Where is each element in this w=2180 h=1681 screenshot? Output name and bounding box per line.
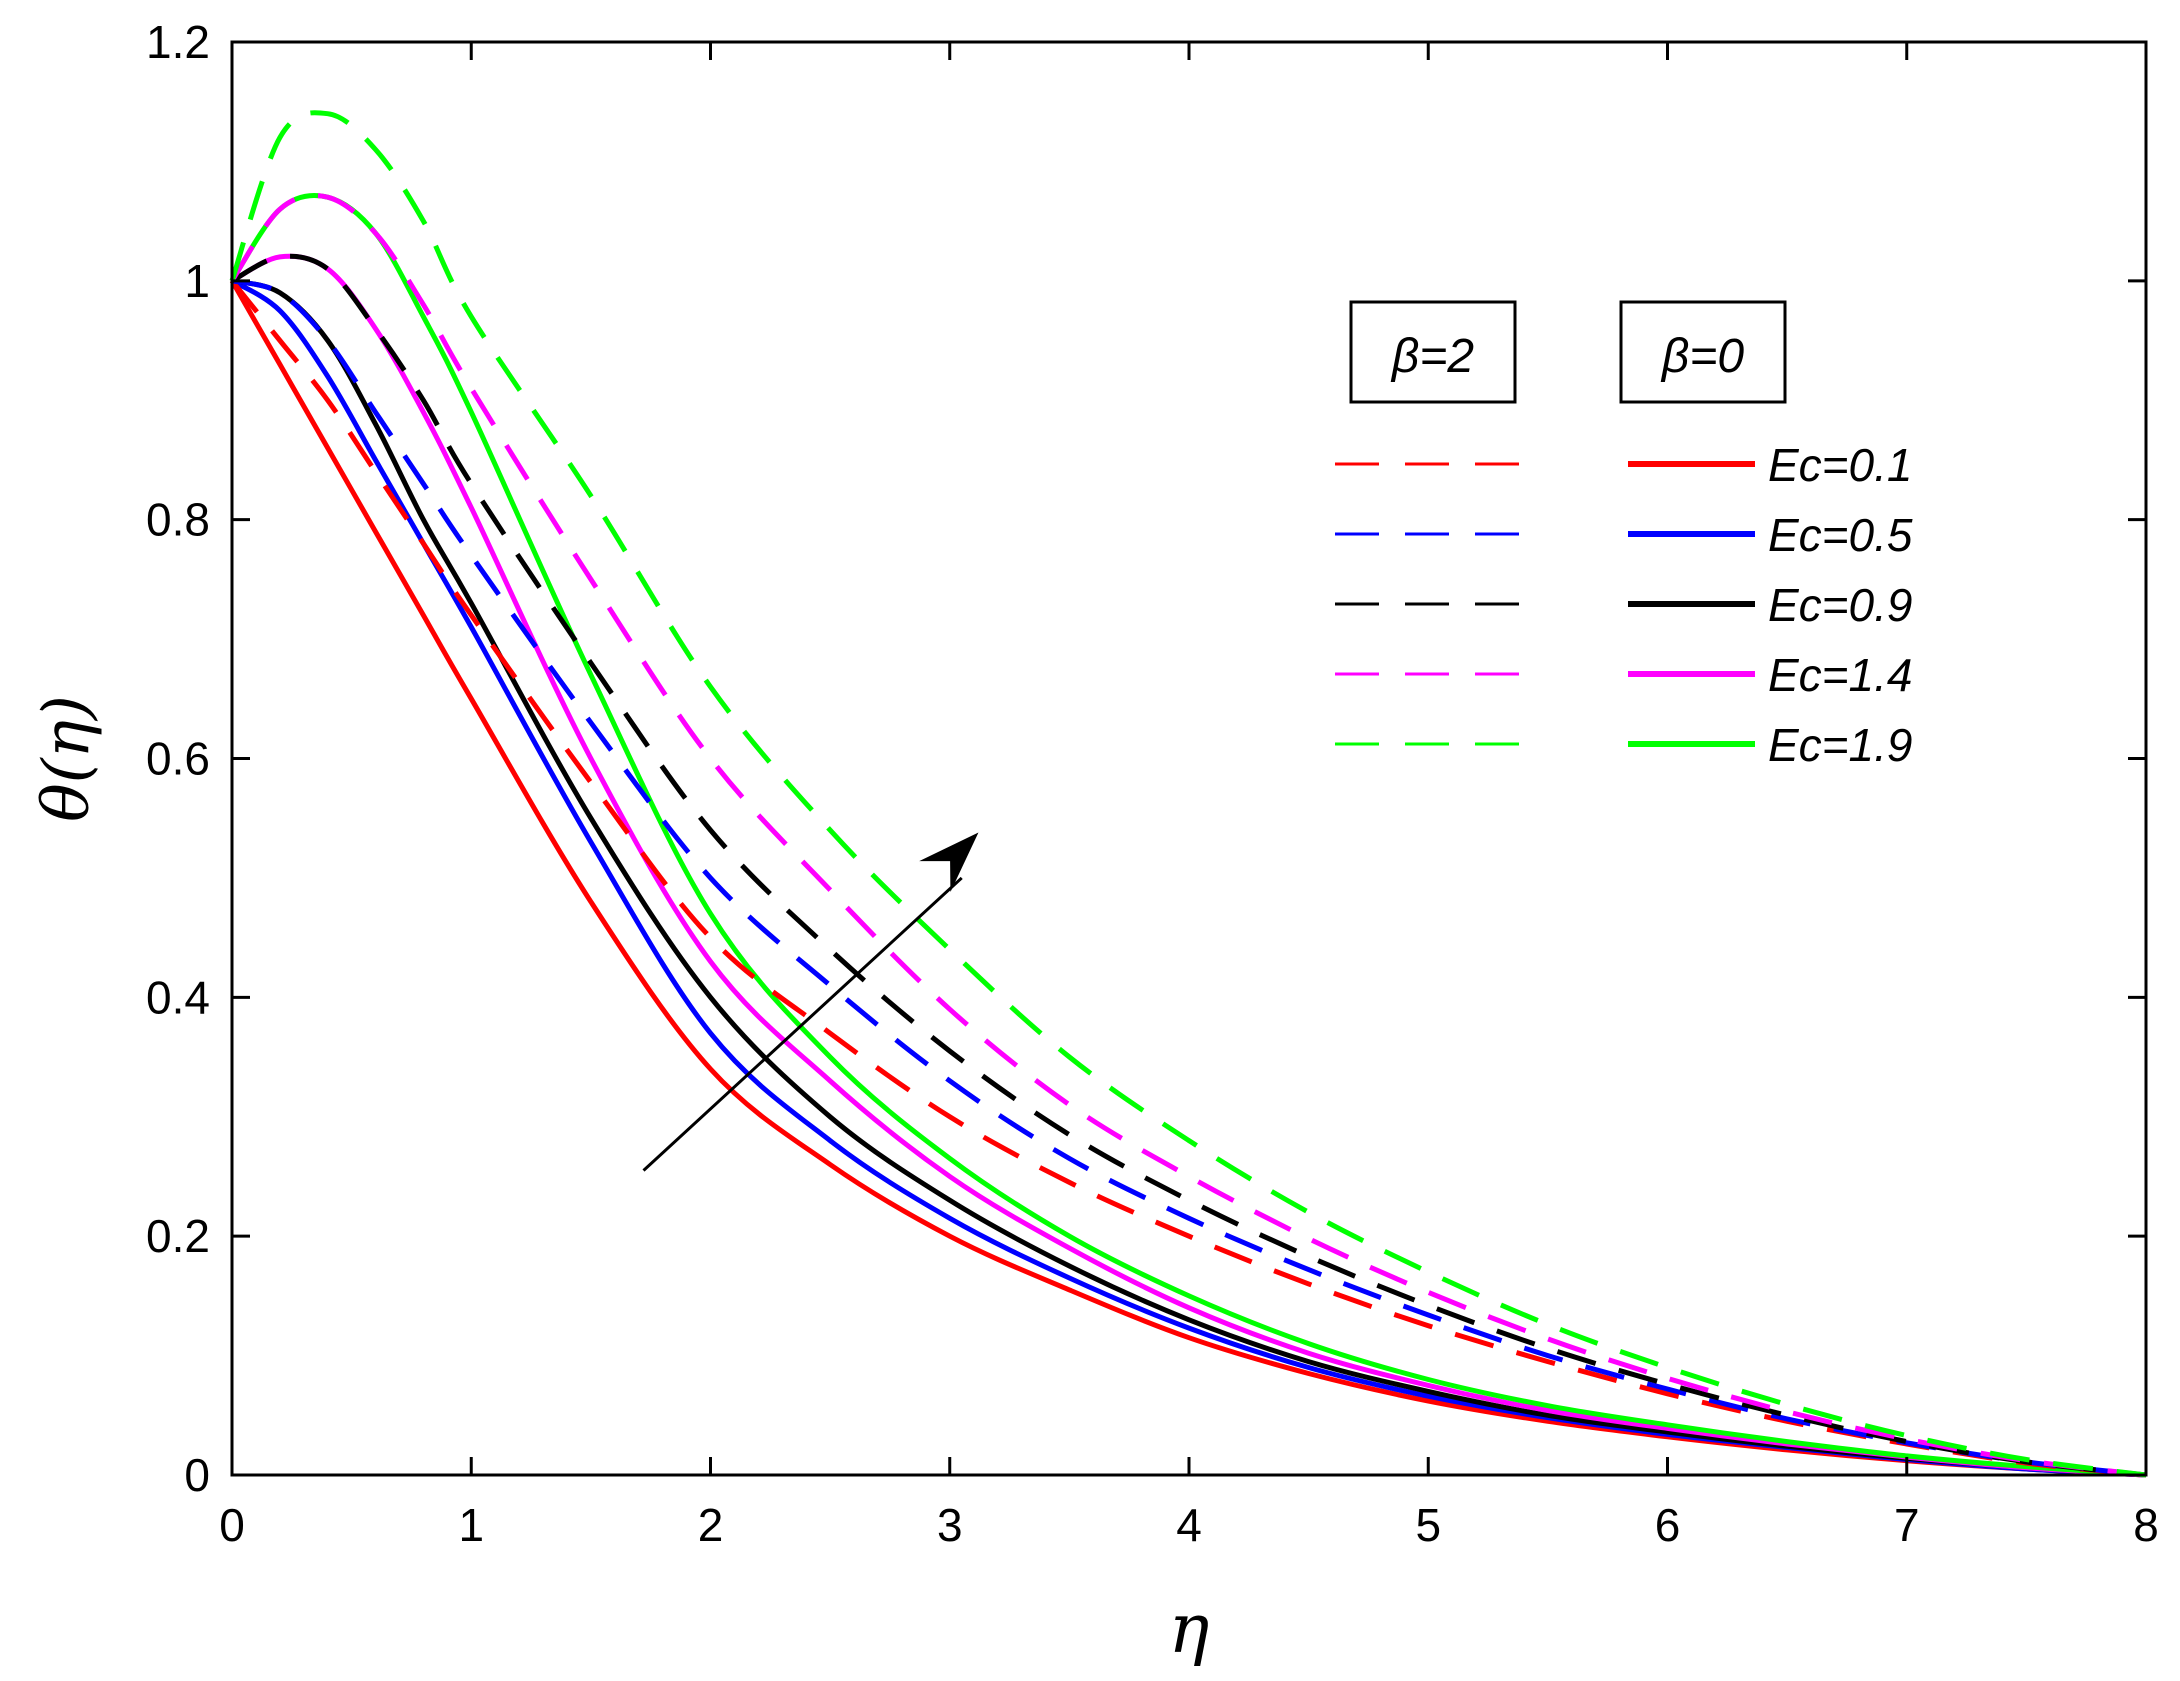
x-tick-label: 1 bbox=[458, 1499, 484, 1551]
series-line-beta2-ec-1-9 bbox=[229, 110, 2147, 1478]
series-line-beta0-ec-1-9 bbox=[229, 192, 2147, 1478]
series-line-beta0-ec-1-4 bbox=[230, 253, 2147, 1478]
y-tick-label: 0.4 bbox=[146, 971, 210, 1023]
y-axis-label: θ(η) bbox=[30, 695, 104, 822]
series-line-beta2-ec-1-4 bbox=[229, 192, 2147, 1478]
x-tick-label: 4 bbox=[1176, 1499, 1202, 1551]
legend-group-label-beta2: β=2 bbox=[1390, 330, 1474, 383]
arrow-shaft bbox=[642, 876, 963, 1172]
legend-group-box-beta2 bbox=[1349, 300, 1517, 404]
series-line-beta0-ec-0-9 bbox=[231, 278, 2147, 1478]
series-line-beta2-ec-0-1 bbox=[230, 279, 2147, 1478]
legend-entry-label: Ec=0.5 bbox=[1768, 509, 1913, 561]
legend-entry-label: Ec=1.9 bbox=[1768, 719, 1913, 771]
legend: β=2 β=0 Ec=0.1 Ec=0.5 Ec=0.9 Ec=1.4 Ec=1.9 bbox=[1335, 300, 1913, 771]
y-tick-label: 0.2 bbox=[146, 1210, 210, 1262]
series-layer bbox=[229, 110, 2147, 1478]
x-tick-label: 2 bbox=[698, 1499, 724, 1551]
ticks-layer: 0 1 2 3 4 5 6 7 8 0 0.2 0.4 0.6 0.8 1 1.2 bbox=[146, 16, 2159, 1551]
arrow-head bbox=[919, 832, 979, 893]
y-tick-label: 1 bbox=[184, 255, 210, 307]
legend-group-label-beta0: β=0 bbox=[1660, 330, 1744, 383]
x-tick-label: 3 bbox=[937, 1499, 963, 1551]
legend-entry-label: Ec=0.9 bbox=[1768, 579, 1913, 631]
series-line-beta2-ec-0-9 bbox=[230, 253, 2147, 1478]
x-tick-label: 0 bbox=[219, 1499, 245, 1551]
y-tick-label: 1.2 bbox=[146, 16, 210, 68]
y-tick-label: 0 bbox=[184, 1449, 210, 1501]
x-tick-label: 5 bbox=[1415, 1499, 1441, 1551]
series-line-beta2-ec-0-5 bbox=[231, 278, 2147, 1478]
x-tick-label: 6 bbox=[1655, 1499, 1681, 1551]
x-tick-label: 8 bbox=[2133, 1499, 2159, 1551]
legend-entry-label: Ec=0.1 bbox=[1768, 439, 1913, 491]
x-tick-label: 7 bbox=[1894, 1499, 1920, 1551]
annotation-arrow bbox=[642, 832, 979, 1172]
y-tick-label: 0.8 bbox=[146, 494, 210, 546]
legend-group-box-beta0 bbox=[1619, 300, 1787, 404]
legend-entry-label: Ec=1.4 bbox=[1768, 649, 1913, 701]
y-tick-label: 0.6 bbox=[146, 733, 210, 785]
x-axis-label: η bbox=[1169, 1590, 1210, 1669]
